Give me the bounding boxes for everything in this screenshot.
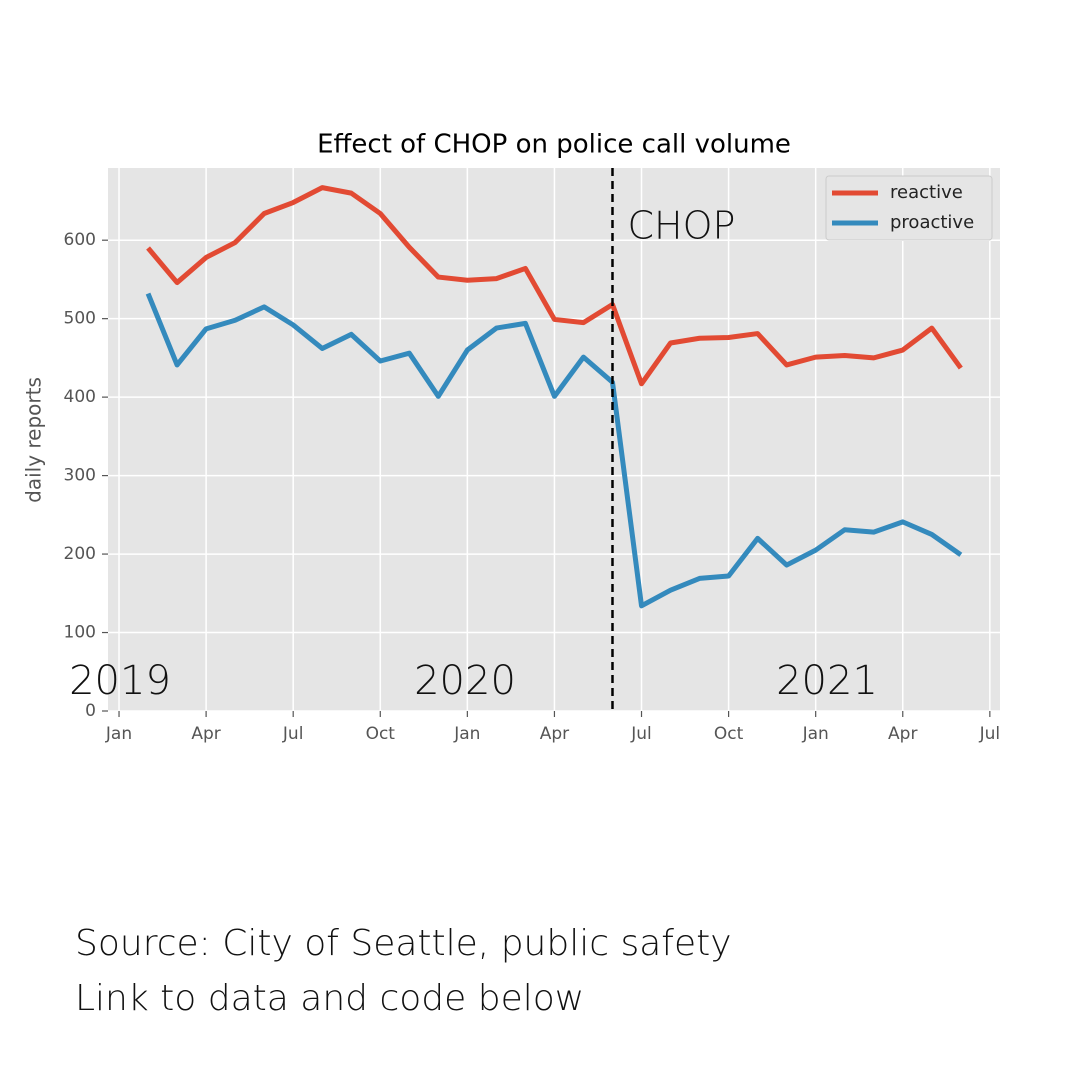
- legend-label: proactive: [890, 212, 974, 233]
- footer-line: Source: City of Seattle, public safety: [75, 923, 732, 964]
- series-line: [146, 185, 963, 387]
- x-tick-label: Apr: [540, 724, 569, 744]
- year-label: 2019: [69, 658, 171, 704]
- y-tick-label: 100: [64, 623, 96, 643]
- x-tick-label: Jul: [979, 724, 1001, 744]
- x-tick-label: Apr: [888, 724, 917, 744]
- y-tick-label: 600: [64, 230, 96, 250]
- y-axis-label: daily reports: [22, 377, 46, 503]
- x-tick-label: Jan: [105, 724, 132, 744]
- x-tick-label: Jul: [630, 724, 652, 744]
- x-tick-label: Apr: [191, 724, 220, 744]
- y-tick-label: 500: [64, 309, 96, 329]
- year-label: 2020: [414, 658, 516, 704]
- x-tick-label: Jan: [453, 724, 480, 744]
- year-label: 2021: [776, 658, 878, 704]
- y-tick-label: 200: [64, 544, 96, 564]
- x-tick-label: Oct: [366, 724, 396, 744]
- chart-title: Effect of CHOP on police call volume: [317, 130, 791, 160]
- y-tick-label: 300: [64, 466, 96, 486]
- series-line: [145, 292, 963, 609]
- event-label: CHOP: [627, 204, 735, 248]
- y-tick-label: 0: [85, 701, 96, 721]
- legend-label: reactive: [890, 182, 963, 203]
- x-tick-label: Jan: [802, 724, 829, 744]
- y-tick-label: 400: [64, 387, 96, 407]
- x-tick-label: Oct: [714, 724, 744, 744]
- x-tick-label: Jul: [282, 724, 304, 744]
- footer-line: Link to data and code below: [75, 978, 584, 1019]
